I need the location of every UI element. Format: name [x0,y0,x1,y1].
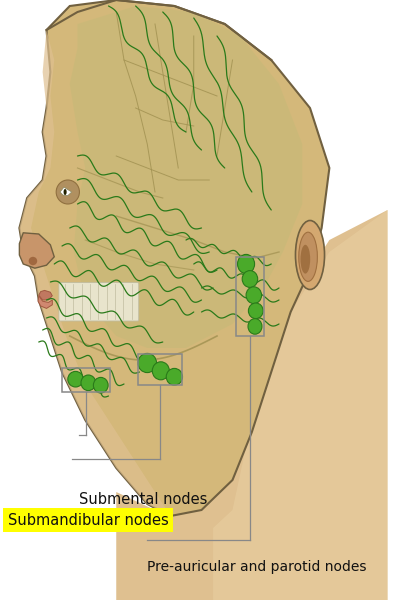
Polygon shape [213,210,387,600]
Ellipse shape [298,232,317,281]
Text: Submental nodes: Submental nodes [79,492,207,506]
Ellipse shape [237,254,254,274]
Text: Pre-auricular and parotid nodes: Pre-auricular and parotid nodes [147,560,366,574]
Ellipse shape [152,362,169,380]
Polygon shape [39,290,52,300]
Polygon shape [70,6,301,348]
Polygon shape [19,30,170,516]
Ellipse shape [166,368,182,385]
Ellipse shape [67,371,83,387]
Bar [236,257,264,336]
Ellipse shape [242,271,257,287]
Text: Submandibular nodes: Submandibular nodes [8,512,168,528]
Ellipse shape [300,245,310,274]
Ellipse shape [93,377,108,393]
Polygon shape [38,296,52,308]
Ellipse shape [81,375,95,391]
FancyBboxPatch shape [59,283,138,321]
Bar [62,368,110,392]
Ellipse shape [248,303,263,319]
Ellipse shape [29,257,37,265]
Polygon shape [19,233,54,268]
Ellipse shape [245,287,261,304]
Ellipse shape [56,180,79,204]
Ellipse shape [295,220,324,289]
Polygon shape [19,0,328,516]
Ellipse shape [63,189,67,195]
Ellipse shape [247,319,261,334]
Ellipse shape [137,353,156,373]
Polygon shape [116,210,387,600]
Polygon shape [60,187,72,196]
Bar [137,354,182,385]
